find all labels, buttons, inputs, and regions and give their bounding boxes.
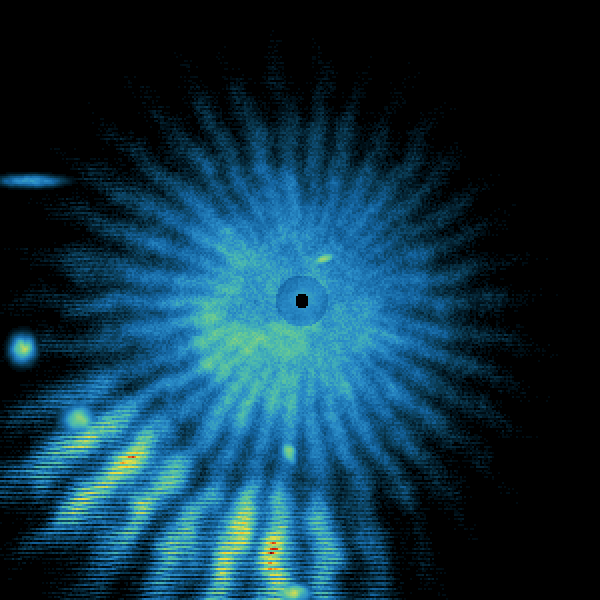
intensity-map-canvas	[0, 0, 600, 600]
astronomical-image-viewer: False-color intensity map of an extended…	[0, 0, 600, 600]
